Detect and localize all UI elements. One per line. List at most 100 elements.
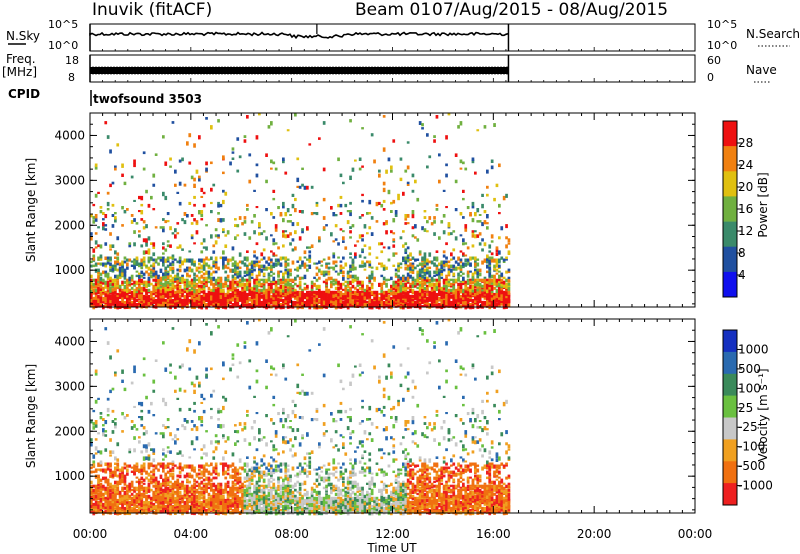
range-gate-cell — [406, 254, 410, 257]
range-gate-cell — [147, 462, 151, 467]
range-gate-cell — [188, 480, 192, 484]
range-gate-cell — [123, 274, 127, 277]
range-gate-cell — [181, 276, 184, 281]
range-gate-cell — [313, 292, 316, 296]
range-gate-cell — [181, 454, 184, 457]
range-gate-cell — [94, 484, 98, 488]
range-gate-cell — [147, 478, 151, 483]
range-gate-cell — [152, 458, 156, 463]
range-gate-cell — [111, 430, 115, 434]
range-gate-cell — [363, 298, 367, 303]
range-gate-cell — [171, 476, 175, 480]
range-gate-cell — [109, 282, 112, 287]
range-gate-cell — [176, 502, 180, 506]
range-gate-cell — [493, 282, 496, 286]
range-gate-cell — [212, 260, 216, 265]
range-gate-cell — [397, 193, 400, 197]
range-gate-cell — [97, 496, 100, 501]
range-gate-cell — [505, 298, 508, 303]
range-gate-cell — [190, 268, 194, 273]
range-gate-cell — [183, 506, 187, 511]
range-gate-cell — [358, 264, 362, 268]
range-gate-cell — [202, 470, 206, 474]
range-gate-cell — [174, 434, 177, 439]
range-gate-cell — [94, 506, 98, 512]
range-gate-cell — [394, 274, 398, 278]
range-gate-cell — [459, 268, 463, 271]
range-gate-cell — [114, 266, 117, 271]
range-gate-cell — [471, 303, 475, 306]
range-gate-cell — [476, 234, 480, 238]
range-gate-cell — [138, 278, 141, 283]
range-gate-cell — [397, 294, 400, 299]
range-gate-cell — [349, 236, 352, 239]
range-gate-cell — [495, 183, 499, 188]
range-gate-cell — [332, 303, 336, 308]
range-gate-cell — [394, 284, 398, 289]
range-gate-cell — [445, 260, 448, 263]
range-gate-cell — [104, 262, 108, 266]
range-gate-cell — [498, 296, 501, 300]
range-gate-cell — [447, 266, 451, 271]
range-gate-cell — [169, 268, 172, 272]
range-gate-cell — [92, 496, 96, 501]
range-gate-cell — [118, 496, 122, 500]
range-gate-cell — [212, 494, 216, 499]
range-gate-cell — [438, 290, 441, 294]
range-gate-cell — [320, 298, 324, 303]
range-gate-cell — [433, 220, 436, 224]
range-gate-cell — [452, 284, 456, 288]
range-gate-cell — [178, 276, 182, 281]
range-gate-cell — [414, 292, 417, 296]
range-gate-cell — [368, 290, 372, 294]
range-gate-cell — [138, 274, 141, 279]
range-gate-cell — [178, 280, 182, 284]
range-gate-cell — [97, 282, 100, 287]
range-gate-cell — [397, 282, 400, 287]
range-gate-cell — [495, 284, 499, 288]
range-gate-cell — [188, 282, 192, 287]
range-gate-cell — [123, 494, 127, 498]
range-gate-cell — [169, 498, 172, 503]
range-gate-cell — [334, 280, 338, 285]
range-gate-cell — [418, 250, 422, 254]
range-gate-cell — [190, 381, 194, 386]
range-gate-cell — [346, 284, 350, 289]
range-gate-cell — [284, 294, 288, 299]
range-gate-cell — [498, 298, 501, 303]
range-gate-cell — [111, 502, 115, 506]
range-gate-cell — [282, 206, 285, 209]
range-gate-cell — [435, 298, 439, 303]
range-gate-cell — [238, 280, 242, 284]
range-gate-cell — [294, 197, 297, 202]
range-gate-cell — [219, 506, 223, 512]
range-gate-cell — [195, 305, 199, 308]
range-gate-cell — [133, 424, 136, 428]
range-gate-cell — [385, 266, 388, 270]
range-gate-cell — [109, 296, 112, 301]
range-gate-cell — [217, 440, 220, 443]
range-gate-cell — [114, 466, 117, 471]
range-gate-cell — [442, 298, 446, 302]
range-gate-cell — [486, 286, 489, 290]
range-gate-cell — [200, 214, 204, 218]
range-gate-cell — [157, 462, 160, 466]
range-gate-cell — [404, 222, 408, 225]
range-gate-cell — [154, 464, 158, 469]
range-gate-cell — [459, 260, 463, 264]
range-gate-cell — [109, 492, 112, 496]
range-gate-cell — [330, 266, 333, 269]
range-gate-cell — [174, 290, 177, 295]
range-gate-cell — [334, 298, 338, 304]
range-gate-cell — [337, 272, 340, 276]
range-gate-cell — [99, 416, 103, 420]
range-gate-cell — [111, 472, 115, 477]
range-gate-cell — [210, 472, 213, 476]
range-gate-cell — [483, 242, 487, 247]
range-gate-cell — [116, 260, 120, 264]
range-gate-cell — [272, 238, 276, 243]
range-gate-cell — [450, 303, 453, 306]
range-gate-cell — [282, 244, 285, 248]
range-gate-cell — [390, 303, 393, 308]
range-gate-cell — [138, 195, 141, 200]
